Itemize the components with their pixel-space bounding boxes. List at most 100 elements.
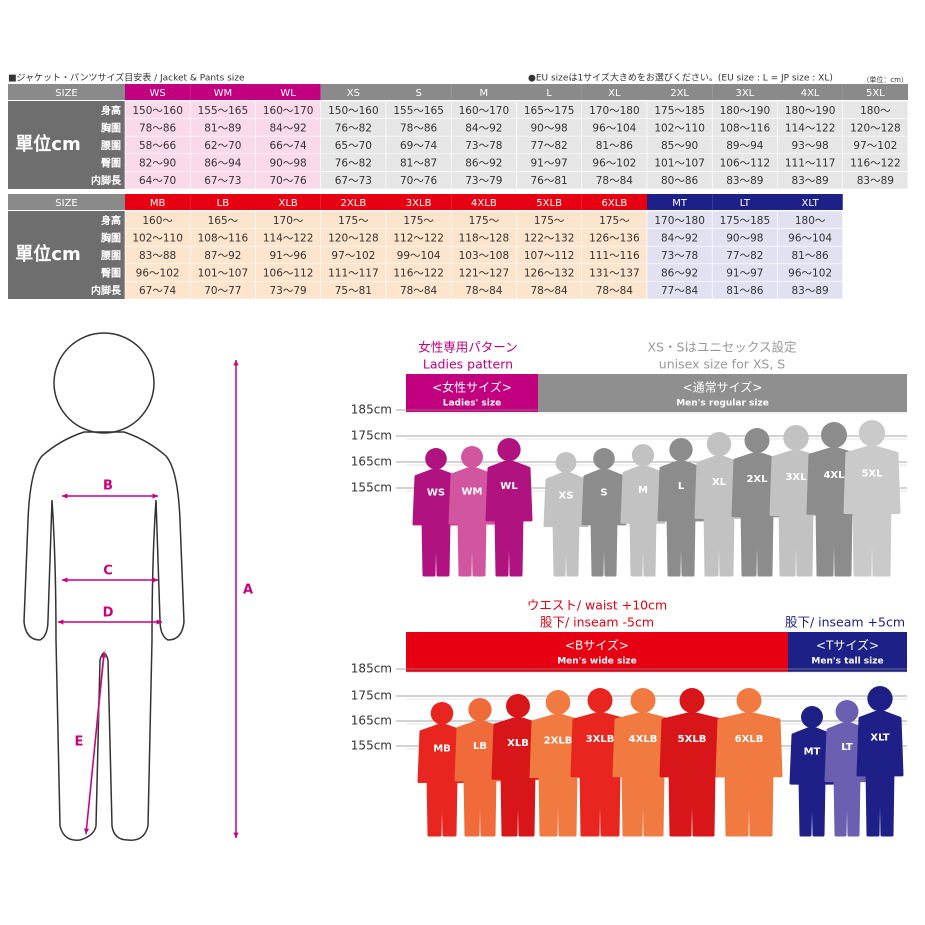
figure-head xyxy=(858,420,886,447)
size-label-cell xyxy=(8,194,125,210)
arrow-head xyxy=(58,619,64,625)
cell-value: 180～ xyxy=(860,105,891,117)
cell-value: 114～122 xyxy=(263,232,314,244)
figure: 5XL xyxy=(843,420,901,577)
figure-head xyxy=(630,688,656,713)
arrow-head xyxy=(83,828,90,834)
cell-value: 97～102 xyxy=(331,250,375,262)
size-group-subtitle: Men's regular size xyxy=(676,399,769,409)
cell-value: 107～112 xyxy=(524,250,575,262)
column-header-cell xyxy=(320,194,386,210)
header-note: ●EU sizeは1サイズ大きめをお選びください。(EU size : L = … xyxy=(528,72,833,84)
cell-value: 155～165 xyxy=(393,105,444,117)
height-label: 165cm xyxy=(351,714,392,728)
cell-value: 76～82 xyxy=(335,158,372,170)
cell-value: 67～73 xyxy=(204,175,241,187)
cell-value: 122～132 xyxy=(524,232,575,244)
size-group-title: <通常サイズ> xyxy=(683,380,763,395)
figure-head xyxy=(867,686,893,712)
cell-value: 96～104 xyxy=(592,122,636,134)
cell-value: 85～90 xyxy=(661,140,698,152)
cell-value: 90～98 xyxy=(726,232,763,244)
column-header: 5XL xyxy=(866,88,885,99)
panel-note: 股下/ inseam +5cm xyxy=(785,615,905,630)
cell-value: 73～79 xyxy=(465,175,502,187)
size-group-bar xyxy=(406,632,788,672)
column-header: XLB xyxy=(278,198,297,209)
figure: 6XLB xyxy=(715,688,783,837)
cell-value: 81～86 xyxy=(596,140,634,152)
cell-value: 73～79 xyxy=(270,285,307,297)
measure-label: C xyxy=(103,564,113,579)
column-header-cell xyxy=(386,84,452,100)
cell-value: 77～84 xyxy=(661,285,699,297)
figure-head xyxy=(468,698,492,722)
cell-value: 180～190 xyxy=(720,105,771,117)
cell-value: 93～98 xyxy=(792,140,829,152)
figure-head xyxy=(669,438,693,462)
measure-label: D xyxy=(103,606,114,621)
cell-value: 116～122 xyxy=(850,158,901,170)
cell-value: 112～122 xyxy=(393,232,444,244)
figure: 2XLB xyxy=(529,690,587,837)
figure-label: LB xyxy=(473,741,487,752)
figure-body xyxy=(789,727,835,837)
panel-note: ウエスト/ waist +10cm xyxy=(527,598,667,613)
cell-value: 96～102 xyxy=(788,268,832,280)
row-label: 身高 xyxy=(101,214,121,227)
size-group-title: <Bサイズ> xyxy=(565,638,629,653)
cell-value: 175～ xyxy=(534,215,565,227)
cell-value: 81～87 xyxy=(400,158,437,170)
cell-value: 86～94 xyxy=(204,158,242,170)
cell-value: 126～132 xyxy=(524,268,575,280)
cell-value: 83～88 xyxy=(139,250,176,262)
height-label: 155cm xyxy=(351,739,392,753)
cell-value: 78～86 xyxy=(400,122,438,134)
figure: XL xyxy=(694,432,744,577)
figure-label: XS xyxy=(559,490,574,501)
column-header: 4XL xyxy=(801,88,820,99)
column-header-cell xyxy=(777,194,843,210)
cell-value: 175～ xyxy=(599,215,630,227)
panel-note: XS・Sはユニセックス設定 xyxy=(647,340,796,355)
panel-note: Ladies pattern xyxy=(423,357,513,372)
unit-label: 單位cm xyxy=(15,133,80,155)
column-header-cell xyxy=(777,84,843,100)
arrow-head xyxy=(100,652,107,658)
figure-label: WM xyxy=(462,486,483,497)
cell-value: 175～ xyxy=(403,215,434,227)
cell-value: 67～73 xyxy=(335,175,372,187)
column-header: MB xyxy=(150,198,166,209)
row-label: 胸圍 xyxy=(101,231,121,244)
figure: L xyxy=(657,438,705,577)
cell-value: 89～94 xyxy=(726,140,764,152)
cell-value: 69～74 xyxy=(400,140,438,152)
cell-value: 175～185 xyxy=(720,215,771,227)
cell-value: 75～81 xyxy=(335,285,372,297)
height-label: 185cm xyxy=(351,403,392,417)
figure: XLT xyxy=(856,686,904,837)
cell-value: 120～128 xyxy=(850,122,901,134)
column-header: XS xyxy=(347,88,360,99)
cell-value: 96～102 xyxy=(136,268,180,280)
column-header: WM xyxy=(214,88,233,99)
cell-value: 91～97 xyxy=(726,268,763,280)
height-label: 185cm xyxy=(351,662,392,676)
cell-value: 175～ xyxy=(469,215,500,227)
figure: S xyxy=(581,448,627,577)
column-header-cell xyxy=(320,84,386,100)
figure-label: 2XLB xyxy=(544,735,573,746)
figure-label: 3XL xyxy=(785,472,807,483)
column-header-cell xyxy=(647,84,713,100)
panel-note: 女性専用パターン xyxy=(418,340,517,355)
cell-value: 83～89 xyxy=(857,175,894,187)
cell-value: 65～70 xyxy=(335,140,372,152)
column-header: 3XLB xyxy=(406,198,432,209)
cell-value: 73～78 xyxy=(661,250,698,262)
cell-value: 84～92 xyxy=(270,122,307,134)
cell-value: 78～86 xyxy=(139,122,177,134)
figure: M xyxy=(620,444,666,577)
column-header: M xyxy=(480,88,489,99)
cell-value: 78～84 xyxy=(596,175,634,187)
cell-value: 101～107 xyxy=(198,268,249,280)
